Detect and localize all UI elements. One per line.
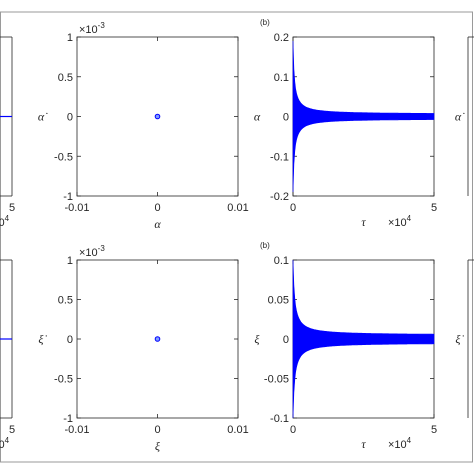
x-tick-label: 0.01: [227, 424, 248, 436]
x-axis-label: τ: [361, 215, 366, 229]
y-tick-label: -1: [63, 413, 73, 425]
oscillation-envelope: [292, 259, 435, 419]
y-tick-label: -0.5: [54, 374, 73, 386]
x-exponent-label: ×104: [0, 214, 10, 229]
y-axis-label: ξ: [254, 332, 260, 346]
x-tick-label: 5: [431, 202, 437, 214]
y-tick-label: 0.05: [268, 295, 289, 307]
y-tick-label: -0.05: [264, 374, 289, 386]
y-axis-label: α: [254, 110, 261, 124]
y-axis-label: ξ̇: [38, 332, 47, 346]
data-point: [154, 336, 161, 342]
x-exponent-label: ×104: [0, 436, 10, 451]
y-axis-label: α̇: [455, 110, 465, 124]
figure-frame: [0, 11, 473, 463]
y-exponent-label: ×10-3: [79, 21, 105, 36]
x-exponent-label: ×104: [388, 214, 412, 229]
panel-tag: (b): [260, 241, 270, 250]
y-tick-label: 0.1: [274, 72, 289, 84]
x-axis-label: τ: [361, 437, 366, 451]
x-tick-label: 5: [9, 202, 15, 214]
x-tick-label: 0.01: [227, 202, 248, 214]
x-axis-label: ξ: [155, 439, 161, 453]
y-tick-label: 0.1: [274, 255, 289, 267]
y-tick-label: 0.2: [274, 32, 289, 44]
y-tick-label: 0.5: [58, 72, 73, 84]
x-tick-label: 0: [154, 424, 160, 436]
x-tick-label: 5: [9, 424, 15, 436]
y-tick-label: 0: [67, 112, 73, 124]
y-exponent-label: ×10-3: [79, 244, 105, 259]
x-tick-label: 0: [290, 424, 296, 436]
oscillation-envelope: [292, 40, 435, 193]
panel-tag: (b): [260, 18, 270, 27]
data-point: [154, 113, 161, 120]
y-tick-label: -1: [63, 191, 73, 203]
y-axis-label: ξ̇: [455, 332, 464, 346]
x-tick-label: -0.01: [64, 424, 89, 436]
y-tick-label: 1: [67, 32, 73, 44]
y-tick-label: 1: [67, 255, 73, 267]
x-tick-label: -0.01: [64, 202, 89, 214]
y-tick-label: 0: [283, 112, 289, 124]
y-tick-label: 0: [283, 334, 289, 346]
y-tick-label: -0.2: [270, 191, 289, 203]
y-tick-label: -0.5: [54, 151, 73, 163]
y-tick-label: 0: [67, 334, 73, 346]
y-tick-label: 0.5: [58, 295, 73, 307]
x-tick-label: 5: [431, 424, 437, 436]
x-tick-label: 0: [290, 202, 296, 214]
x-axis-label: α: [154, 217, 161, 231]
y-tick-label: -0.1: [270, 413, 289, 425]
y-tick-label: -0.1: [270, 151, 289, 163]
y-axis-label: α̇: [38, 110, 48, 124]
x-exponent-label: ×104: [388, 436, 412, 451]
x-tick-label: 0: [154, 202, 160, 214]
